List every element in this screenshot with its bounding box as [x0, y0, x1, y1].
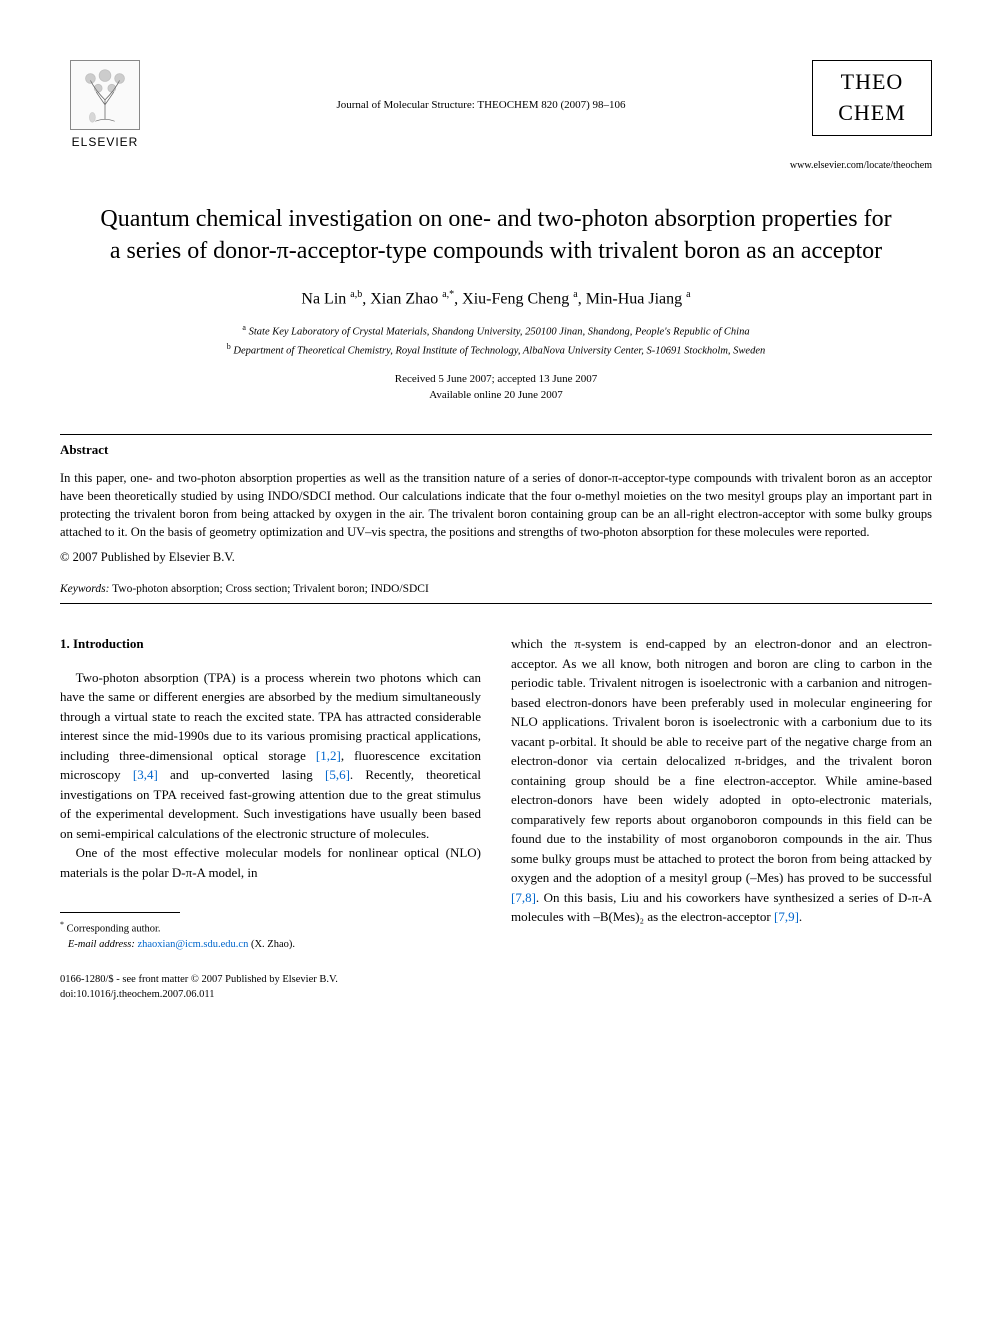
bottom-meta: 0166-1280/$ - see front matter © 2007 Pu…	[60, 973, 932, 1002]
email-author: (X. Zhao).	[251, 939, 295, 950]
header-row: ELSEVIER Journal of Molecular Structure:…	[60, 60, 932, 151]
dates-received: Received 5 June 2007; accepted 13 June 2…	[395, 373, 598, 385]
affiliation-b: Department of Theoretical Chemistry, Roy…	[233, 345, 765, 356]
journal-box-line2: CHEM	[823, 98, 921, 129]
elsevier-tree-icon	[70, 60, 140, 130]
journal-reference: Journal of Molecular Structure: THEOCHEM…	[150, 60, 812, 113]
corresponding-label: Corresponding author.	[67, 924, 161, 935]
author-3-sup: a	[573, 289, 577, 300]
column-left: 1. Introduction Two-photon absorption (T…	[60, 634, 481, 953]
publisher-logo: ELSEVIER	[60, 60, 150, 151]
column-right: which the π-system is end-capped by an e…	[511, 634, 932, 953]
author-1-sup: a,b	[350, 289, 362, 300]
author-1: Na Lin	[301, 290, 346, 307]
author-3: Xiu-Feng Cheng	[462, 290, 569, 307]
paper-title: Quantum chemical investigation on one- a…	[100, 203, 892, 268]
intro-para-1: Two-photon absorption (TPA) is a process…	[60, 668, 481, 844]
intro-para-2: One of the most effective molecular mode…	[60, 843, 481, 882]
body-columns: 1. Introduction Two-photon absorption (T…	[60, 634, 932, 953]
issn-line: 0166-1280/$ - see front matter © 2007 Pu…	[60, 974, 338, 985]
divider-bottom	[60, 603, 932, 604]
abstract-copyright: © 2007 Published by Elsevier B.V.	[60, 549, 932, 567]
abstract-text: In this paper, one- and two-photon absor…	[60, 469, 932, 542]
ref-link-4[interactable]: [7,8]	[511, 890, 536, 905]
keywords-line: Keywords: Two-photon absorption; Cross s…	[60, 581, 932, 597]
dates-available: Available online 20 June 2007	[429, 389, 563, 401]
ref-link-2[interactable]: [3,4]	[133, 767, 158, 782]
doi-line: doi:10.1016/j.theochem.2007.06.011	[60, 989, 214, 1000]
section-1-heading: 1. Introduction	[60, 634, 481, 654]
author-4: Min-Hua Jiang	[586, 290, 682, 307]
footnotes: * Corresponding author. E-mail address: …	[60, 919, 481, 953]
intro-para-3: which the π-system is end-capped by an e…	[511, 634, 932, 927]
journal-url[interactable]: www.elsevier.com/locate/theochem	[60, 159, 932, 173]
journal-box-wrapper: THEO CHEM	[812, 60, 932, 136]
keywords-label: Keywords:	[60, 583, 109, 595]
journal-box-line1: THEO	[823, 67, 921, 98]
author-2: Xian Zhao	[370, 290, 438, 307]
ref-link-3[interactable]: [5,6]	[325, 767, 350, 782]
p1c: and up-converted lasing	[158, 767, 325, 782]
authors-line: Na Lin a,b, Xian Zhao a,*, Xiu-Feng Chen…	[60, 288, 932, 311]
author-4-sup: a	[686, 289, 690, 300]
keywords-text: Two-photon absorption; Cross section; Tr…	[112, 583, 429, 595]
divider-top	[60, 434, 932, 435]
corresponding-email[interactable]: zhaoxian@icm.sdu.edu.cn	[137, 939, 248, 950]
affiliations: a State Key Laboratory of Crystal Materi…	[60, 322, 932, 359]
journal-box: THEO CHEM	[812, 60, 932, 136]
ref-link-1[interactable]: [1,2]	[316, 748, 341, 763]
author-2-sup: a,*	[442, 289, 454, 300]
footnote-separator	[60, 912, 180, 913]
ref-link-5[interactable]: [7,9]	[774, 909, 799, 924]
p3c: .	[799, 909, 802, 924]
p3b: . On this basis, Liu and his coworkers h…	[511, 890, 932, 925]
dates-block: Received 5 June 2007; accepted 13 June 2…	[60, 371, 932, 404]
p3a: which the π-system is end-capped by an e…	[511, 636, 932, 885]
publisher-name: ELSEVIER	[72, 134, 139, 151]
abstract-heading: Abstract	[60, 441, 932, 459]
affiliation-a: State Key Laboratory of Crystal Material…	[249, 327, 750, 338]
email-label: E-mail address:	[68, 939, 135, 950]
